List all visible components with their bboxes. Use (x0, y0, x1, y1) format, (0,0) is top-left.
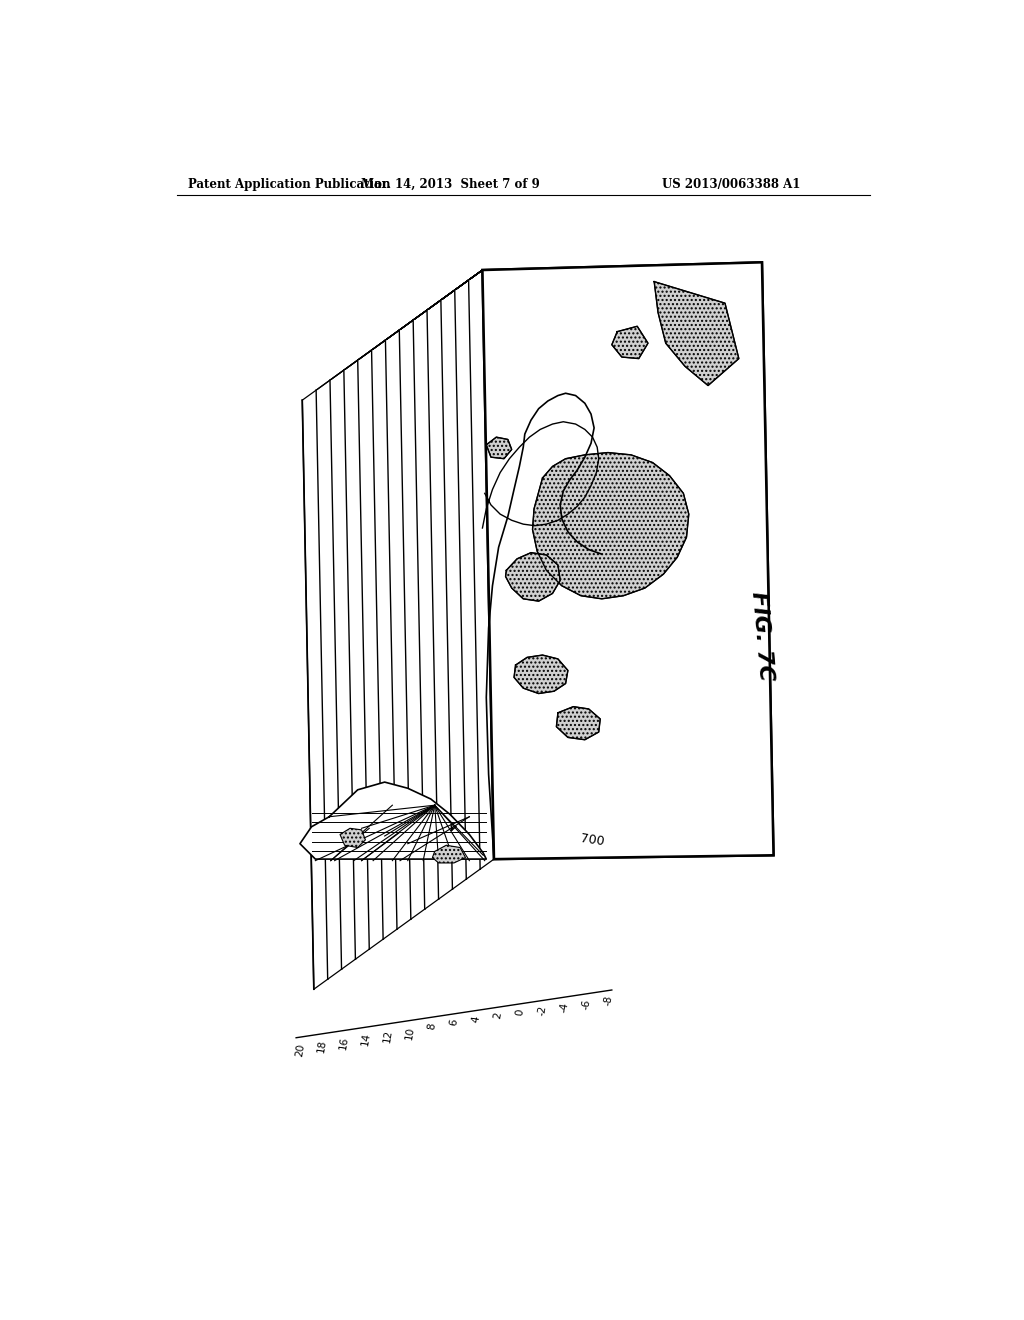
Polygon shape (413, 313, 705, 909)
Polygon shape (357, 352, 649, 949)
Text: FIG. 7C: FIG. 7C (749, 590, 776, 681)
Text: 10: 10 (404, 1026, 416, 1040)
Text: 20: 20 (294, 1043, 306, 1057)
Text: 0: 0 (514, 1008, 525, 1016)
Text: 18: 18 (316, 1039, 328, 1053)
Polygon shape (514, 655, 568, 693)
Polygon shape (486, 437, 512, 459)
Polygon shape (300, 781, 486, 859)
Polygon shape (455, 282, 745, 879)
Text: Patent Application Publication: Patent Application Publication (188, 178, 391, 190)
Polygon shape (385, 333, 677, 929)
Text: 16: 16 (338, 1035, 350, 1051)
Text: 8: 8 (427, 1022, 437, 1030)
Text: US 2013/0063388 A1: US 2013/0063388 A1 (663, 178, 801, 190)
Polygon shape (340, 829, 366, 847)
Polygon shape (654, 281, 739, 385)
Polygon shape (486, 437, 512, 459)
Polygon shape (482, 263, 773, 859)
Polygon shape (316, 383, 607, 979)
Text: 4: 4 (470, 1015, 481, 1023)
Text: 700: 700 (580, 832, 605, 847)
Polygon shape (556, 706, 600, 739)
Polygon shape (611, 326, 648, 359)
Polygon shape (344, 363, 635, 960)
Polygon shape (302, 392, 593, 989)
Polygon shape (654, 281, 739, 385)
Polygon shape (532, 453, 689, 599)
Polygon shape (399, 322, 690, 919)
Text: Mar. 14, 2013  Sheet 7 of 9: Mar. 14, 2013 Sheet 7 of 9 (360, 178, 540, 190)
Polygon shape (372, 342, 663, 940)
Text: 6: 6 (449, 1019, 460, 1027)
Text: -2: -2 (537, 1005, 548, 1016)
Text: -8: -8 (602, 995, 613, 1006)
Polygon shape (506, 553, 560, 601)
Polygon shape (427, 302, 718, 899)
Polygon shape (469, 272, 760, 869)
Polygon shape (441, 293, 732, 890)
Text: 2: 2 (493, 1011, 504, 1020)
Text: 12: 12 (382, 1028, 394, 1043)
Polygon shape (514, 655, 568, 693)
Polygon shape (432, 845, 466, 863)
Text: 14: 14 (360, 1032, 372, 1047)
Text: -4: -4 (558, 1002, 569, 1014)
Polygon shape (506, 553, 560, 601)
Polygon shape (330, 372, 621, 969)
Text: -6: -6 (581, 998, 592, 1010)
Polygon shape (611, 326, 648, 359)
Polygon shape (532, 453, 689, 599)
Polygon shape (556, 706, 600, 739)
Polygon shape (482, 263, 773, 859)
